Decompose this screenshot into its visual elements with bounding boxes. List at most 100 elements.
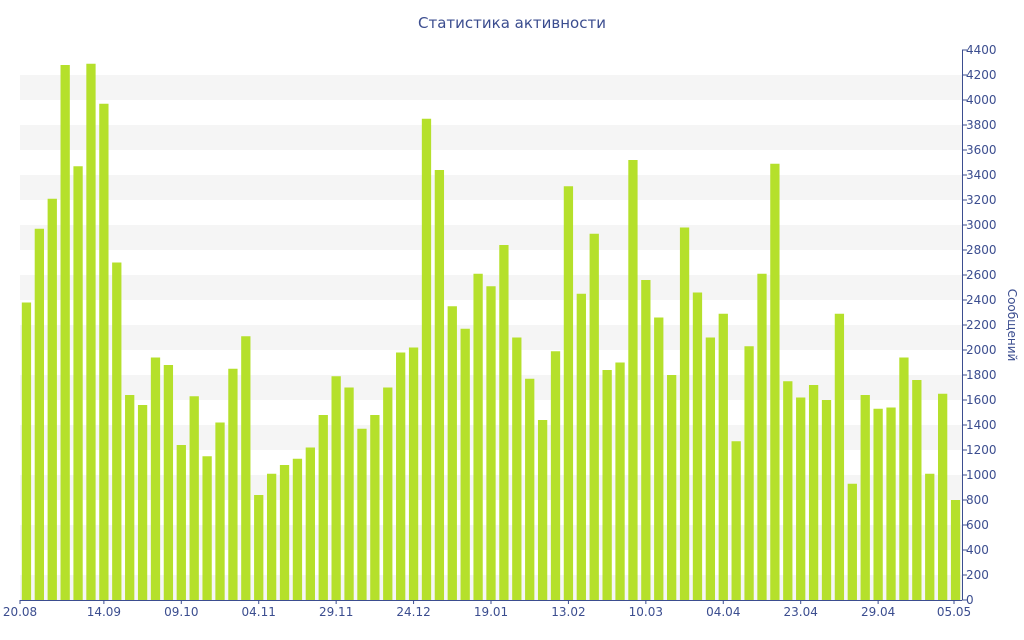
bar <box>654 317 664 600</box>
y-tick-label: 3800 <box>966 118 997 132</box>
bar <box>292 458 303 600</box>
bar <box>886 407 896 600</box>
bar <box>421 118 432 600</box>
bar <box>834 313 845 600</box>
y-tick-label: 2400 <box>966 293 997 307</box>
y-tick-labels: 0 200 400 600 800 1000 1200 1400 1600 1800 2000 220… <box>966 43 997 607</box>
y-tick-label: 1200 <box>966 443 997 457</box>
y-tick-label: 400 <box>966 543 989 557</box>
y-tick-label: 2200 <box>966 318 997 332</box>
y-tick-label: 2000 <box>966 343 997 357</box>
bar <box>692 292 703 600</box>
bar <box>873 408 883 600</box>
bar <box>667 375 677 600</box>
x-tick-label: 04.04 <box>706 605 740 619</box>
bar <box>99 103 109 600</box>
bar <box>808 385 819 600</box>
y-tick-label: 4400 <box>966 43 997 57</box>
bar <box>447 306 457 600</box>
bar <box>279 465 290 600</box>
bar <box>215 422 225 600</box>
bar <box>821 400 832 600</box>
x-tick-label: 24.12 <box>396 605 430 619</box>
x-tick-label: 10.03 <box>629 605 663 619</box>
bars <box>21 63 961 600</box>
x-tick-label: 14.09 <box>87 605 121 619</box>
y-tick-label: 3200 <box>966 193 997 207</box>
y-tick-label: 1600 <box>966 393 997 407</box>
bar <box>950 500 961 600</box>
x-tick-label: 20.08 <box>3 605 37 619</box>
bar <box>576 293 586 600</box>
grid-band <box>20 175 962 200</box>
bar <box>150 357 161 600</box>
bar <box>937 393 948 600</box>
y-tick-label: 200 <box>966 568 989 582</box>
y-tick-label: 3600 <box>966 143 997 157</box>
x-tick-label: 04.11 <box>242 605 276 619</box>
y-tick-label: 3000 <box>966 218 997 232</box>
bar <box>305 447 315 600</box>
bar <box>460 328 470 600</box>
y-tick-label: 2600 <box>966 268 997 282</box>
bar <box>899 357 909 600</box>
x-tick-label: 13.02 <box>551 605 585 619</box>
x-tick-label: 09.10 <box>164 605 198 619</box>
bar <box>137 405 148 600</box>
x-tick-label: 29.11 <box>319 605 353 619</box>
y-tick-label: 4200 <box>966 68 997 82</box>
bar <box>189 396 199 600</box>
bar <box>34 228 45 600</box>
x-tick-label: 23.04 <box>784 605 818 619</box>
bar <box>266 473 277 600</box>
bar <box>731 441 741 600</box>
bar <box>512 337 522 600</box>
bar <box>563 186 574 600</box>
bar <box>86 63 96 600</box>
bar <box>434 170 445 600</box>
bar <box>202 456 212 600</box>
bar <box>783 381 793 600</box>
bar <box>318 415 328 600</box>
bar <box>628 160 638 600</box>
bar <box>641 280 651 600</box>
bar <box>396 352 406 600</box>
y-tick-label: 600 <box>966 518 989 532</box>
bar <box>744 346 754 600</box>
bar <box>60 65 70 600</box>
bar <box>408 347 419 600</box>
bar <box>537 420 548 600</box>
bar <box>602 370 612 600</box>
bar <box>125 395 135 600</box>
bar <box>331 376 341 600</box>
bar <box>499 245 509 600</box>
y-tick-label: 1400 <box>966 418 997 432</box>
bar <box>344 387 354 600</box>
bar <box>241 336 251 600</box>
bar <box>47 198 57 600</box>
bar <box>383 387 393 600</box>
bar <box>757 273 767 600</box>
y-tick-label: 4000 <box>966 93 997 107</box>
bar <box>912 380 922 600</box>
bar <box>525 378 535 600</box>
bar <box>112 262 122 600</box>
y-axis-label: Сообщений <box>1005 289 1019 362</box>
grid-band <box>20 225 962 250</box>
bar <box>357 428 367 600</box>
bar <box>770 163 780 600</box>
y-tick-label: 1800 <box>966 368 997 382</box>
y-tick-label: 0 <box>966 593 974 607</box>
bar <box>73 166 83 600</box>
bar <box>718 313 728 600</box>
bar <box>228 368 238 600</box>
bar <box>473 273 483 600</box>
bar <box>847 483 857 600</box>
bar <box>796 397 806 600</box>
chart-title: Статистика активности <box>418 14 606 32</box>
bar <box>589 233 599 600</box>
bar <box>925 473 935 600</box>
bar <box>21 302 32 600</box>
x-tick-label: 29.04 <box>861 605 895 619</box>
